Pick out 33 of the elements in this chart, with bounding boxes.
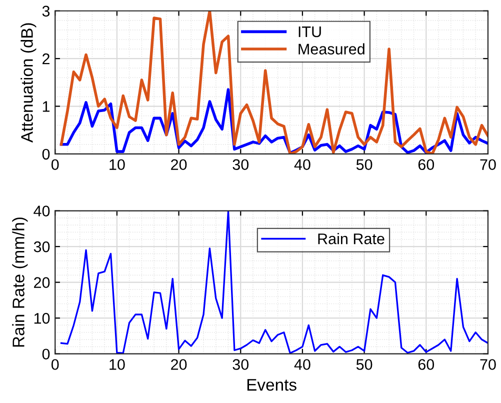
x-tick-label: 60	[418, 159, 434, 170]
y-tick-label: 20	[34, 277, 50, 288]
x-tick-label: 0	[51, 359, 59, 370]
x-tick-label: 20	[171, 359, 187, 370]
x-tick-label: 40	[294, 359, 310, 370]
x-tick-label: 70	[480, 359, 496, 370]
legend-label: Measured	[298, 43, 364, 54]
x-tick-label: 10	[110, 359, 125, 370]
legend-label: ITU	[298, 26, 321, 38]
x-tick-label: 0	[51, 159, 59, 170]
x-tick-label: 40	[294, 159, 310, 170]
x-tick-label: 50	[356, 359, 372, 370]
legend-label: Rain Rate	[318, 233, 384, 244]
x-tick-label: 60	[418, 359, 434, 370]
y-tick-label: 2	[42, 53, 50, 64]
y-tick-label: 10	[34, 312, 50, 324]
x-tick-label: 10	[110, 159, 125, 170]
y-tick-label: 1	[42, 101, 50, 112]
y-tick-label: 0	[42, 348, 50, 360]
y-tick-label: 0	[42, 148, 50, 160]
x-tick-label: 20	[171, 159, 187, 170]
x-tick-label: 70	[480, 159, 496, 170]
line-series	[60, 10, 488, 154]
y-tick-label: 40	[34, 206, 50, 216]
x-tick-label: 50	[356, 159, 372, 170]
y-axis-title: Attenuation (dB)	[20, 23, 36, 143]
x-axis-title: Events	[247, 379, 296, 391]
y-tick-label: 3	[42, 6, 50, 17]
x-tick-label: 30	[232, 359, 249, 370]
y-tick-label: 30	[34, 241, 50, 252]
line-series	[60, 210, 488, 354]
x-tick-label: 30	[232, 159, 249, 170]
y-axis-title: Rain Rate (mm/h)	[12, 218, 28, 347]
